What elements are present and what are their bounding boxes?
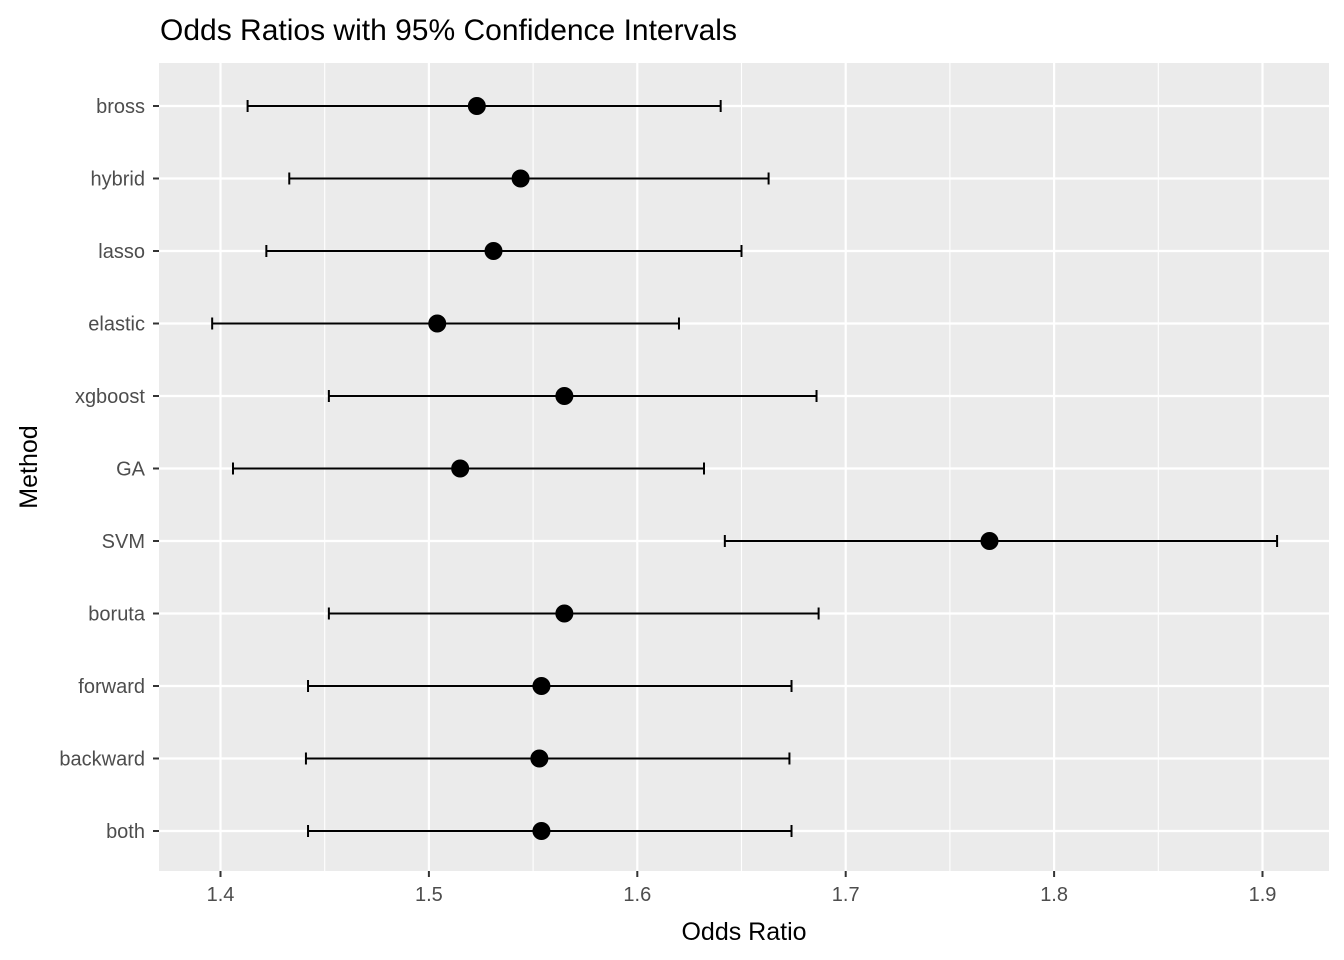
- x-tick-label: 1.9: [1249, 884, 1277, 906]
- y-axis: bross hybrid lasso elastic xgboost GA SVM borut…: [59, 96, 159, 843]
- y-axis-title: Method: [15, 425, 43, 508]
- estimate-group: [723, 532, 1279, 550]
- odds-ratio-point: [980, 532, 999, 550]
- estimate-group: [265, 242, 743, 260]
- estimate-group: [304, 749, 791, 768]
- y-tick-label: elastic: [88, 314, 145, 336]
- y-tick-label: hybrid: [91, 169, 145, 191]
- odds-ratio-point: [467, 97, 486, 115]
- x-tick-label: 1.4: [207, 884, 235, 906]
- odds-ratio-point: [532, 822, 551, 840]
- x-axis-title: Odds Ratio: [681, 918, 806, 946]
- odds-ratio-point: [428, 314, 447, 333]
- y-tick-label: SVM: [102, 531, 145, 553]
- data-marks: [211, 97, 1279, 840]
- odds-ratio-point: [555, 604, 574, 623]
- estimate-group: [288, 169, 770, 188]
- y-tick-label: bross: [96, 96, 145, 118]
- y-tick-label: xgboost: [75, 386, 145, 408]
- y-tick-label: forward: [78, 676, 145, 698]
- x-tick-label: 1.7: [832, 884, 860, 906]
- odds-ratio-point: [530, 749, 549, 768]
- estimate-group: [327, 604, 820, 623]
- chart-title: Odds Ratios with 95% Confidence Interval…: [160, 14, 737, 47]
- y-tick-label: backward: [59, 749, 145, 771]
- x-axis: 1.4 1.5 1.6 1.7 1.8 1.9: [207, 871, 1277, 906]
- odds-ratio-point: [511, 169, 530, 188]
- estimate-group: [307, 822, 793, 840]
- y-tick-label: lasso: [98, 241, 145, 263]
- x-tick-label: 1.8: [1040, 884, 1068, 906]
- estimate-group: [307, 677, 793, 695]
- odds-ratio-point: [532, 677, 551, 695]
- x-tick-label: 1.5: [415, 884, 443, 906]
- y-tick-label: GA: [116, 459, 146, 481]
- estimate-group: [232, 459, 705, 478]
- odds-ratio-point: [484, 242, 503, 260]
- odds-ratio-point: [451, 459, 470, 478]
- odds-ratio-point: [555, 387, 574, 405]
- estimate-group: [327, 387, 818, 405]
- estimate-group: [211, 314, 680, 333]
- estimate-group: [246, 97, 722, 115]
- x-tick-label: 1.6: [623, 884, 651, 906]
- y-tick-label: both: [106, 821, 145, 843]
- plot-panel: [159, 63, 1329, 871]
- y-tick-label: boruta: [88, 604, 146, 626]
